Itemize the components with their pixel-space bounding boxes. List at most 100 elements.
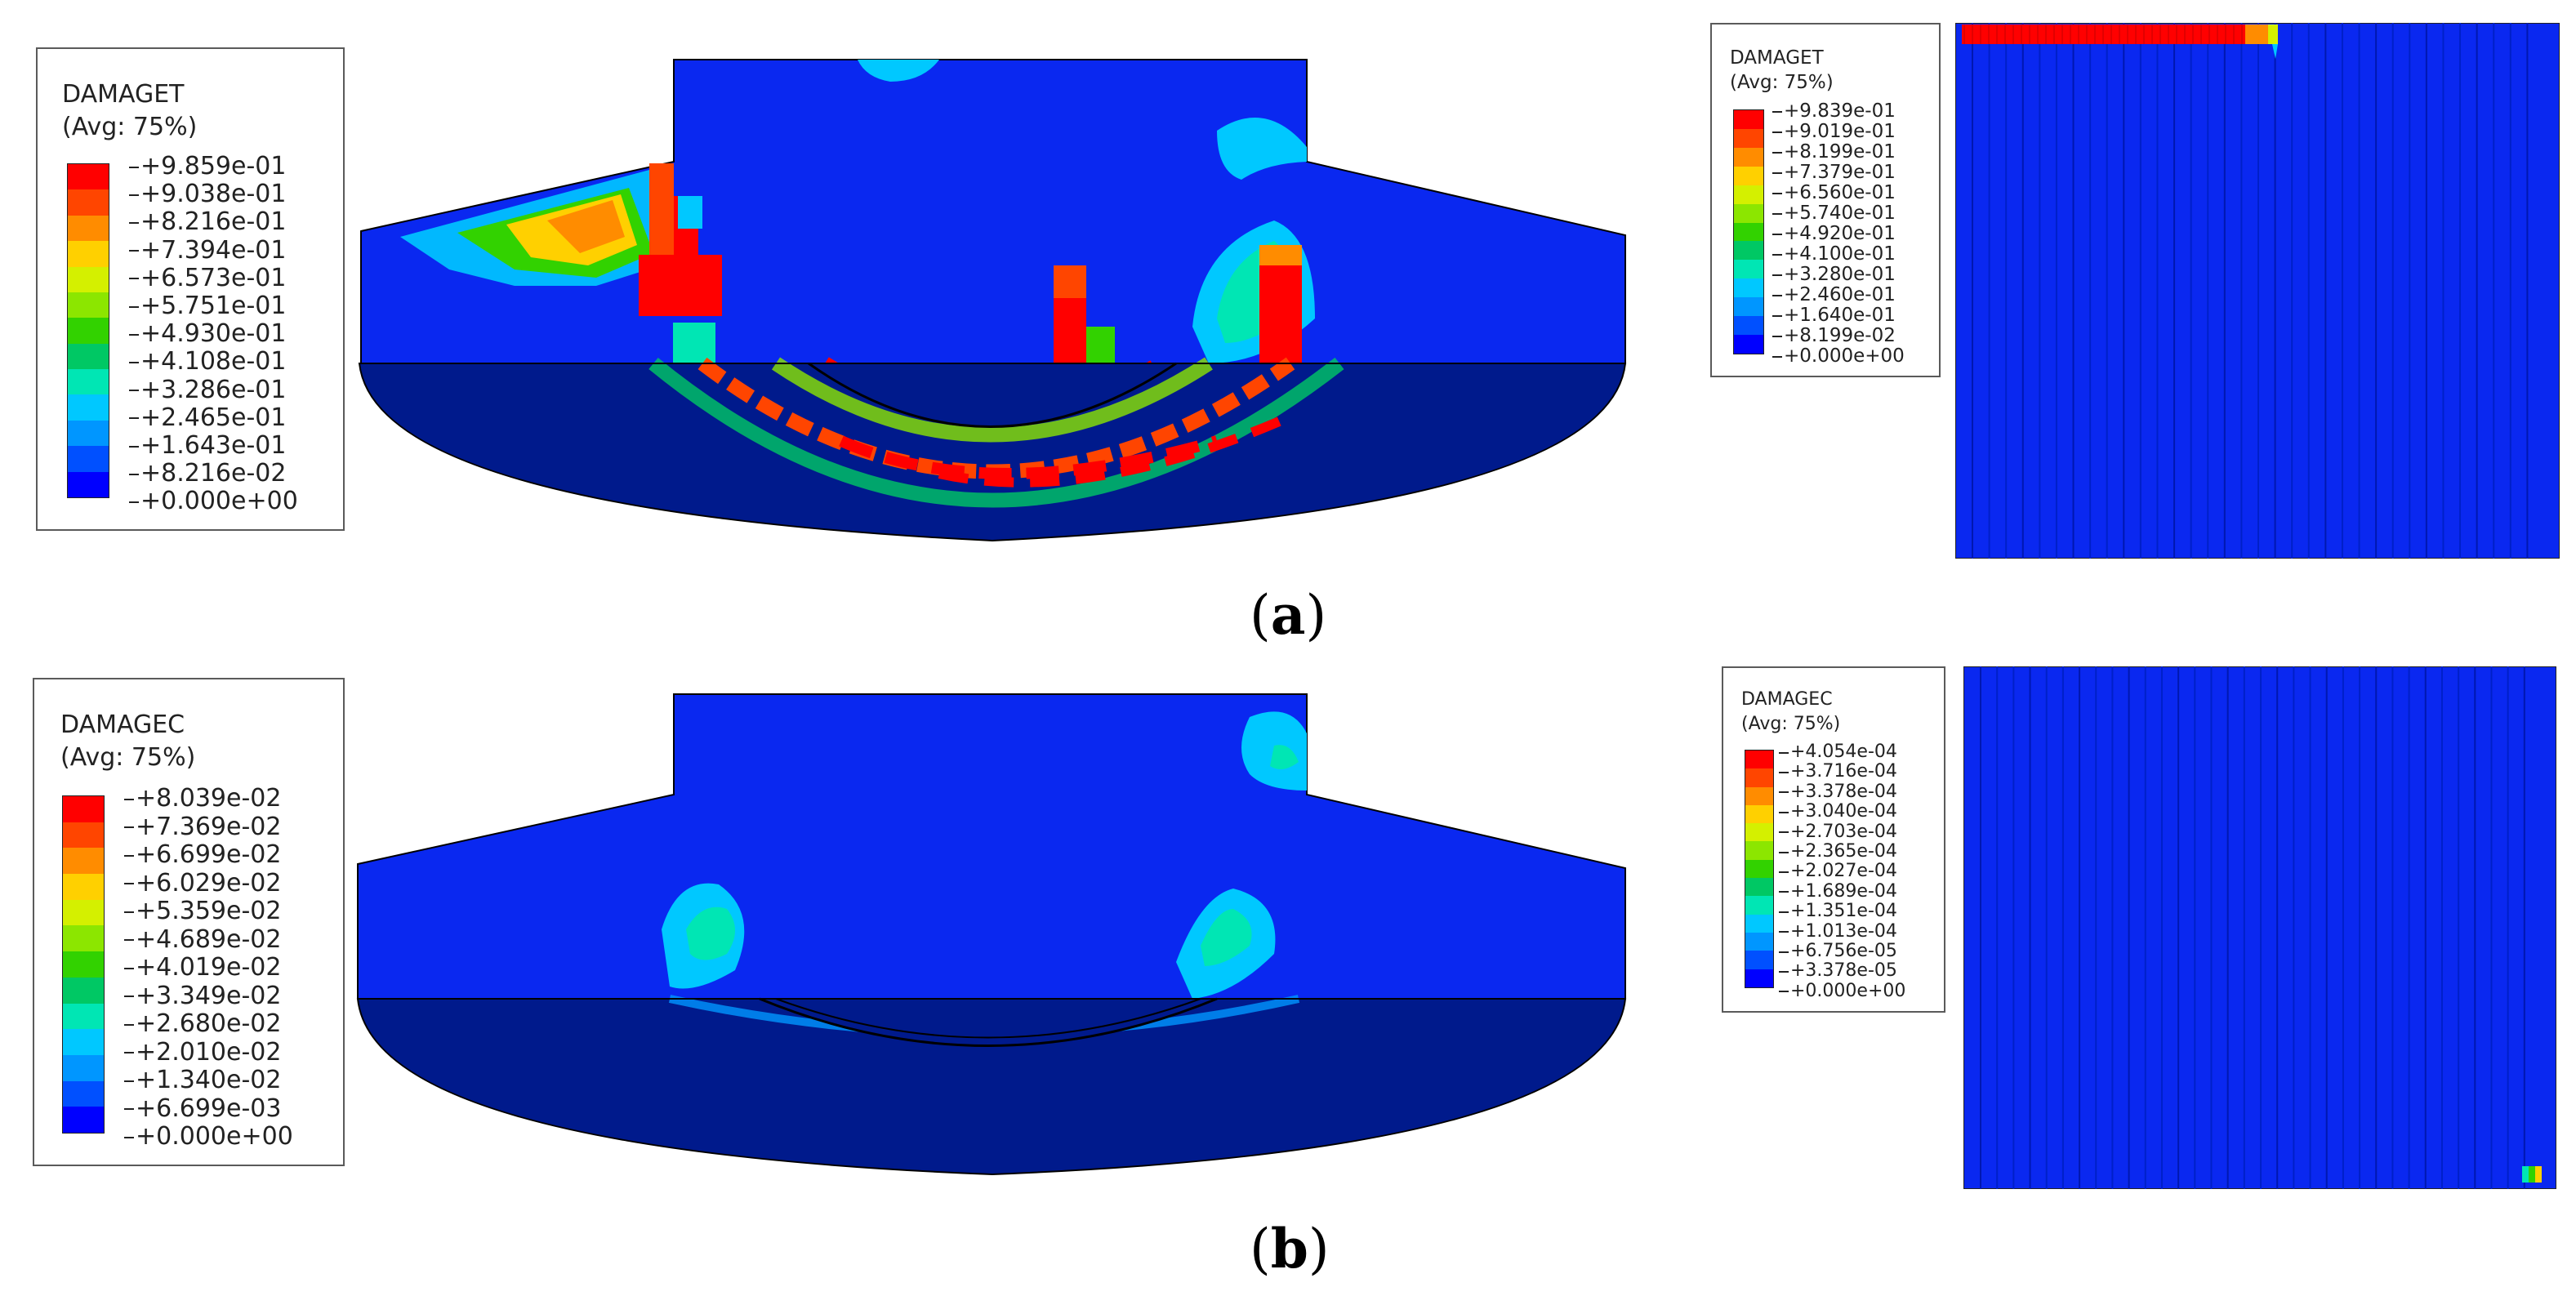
legend-title: DAMAGEC: [1741, 689, 1833, 710]
mesh-stripe: [1988, 23, 1990, 559]
mesh-stripe: [2144, 666, 2146, 1189]
legend-value: +6.699e-02: [123, 840, 282, 869]
legend-value: +1.340e-02: [123, 1066, 282, 1094]
legend-value: +6.699e-03: [123, 1094, 282, 1123]
legend-value: +3.040e-04: [1779, 801, 1897, 822]
legend-value: +4.100e-01: [1772, 243, 1896, 265]
legend-damagec-detail: DAMAGEC (Avg: 75%) +4.054e-04 +3.716e-04 +…: [1722, 666, 1945, 1013]
legend-value: +3.378e-04: [1779, 781, 1897, 802]
mesh-stripe: [2324, 23, 2327, 559]
mesh-stripe: [2307, 23, 2310, 559]
legend-swatch: [63, 848, 104, 875]
mesh-stripe: [2408, 666, 2410, 1189]
mesh-stripe: [2055, 23, 2057, 559]
legend-value: +3.286e-01: [128, 375, 287, 404]
legend-swatch: [1734, 166, 1763, 185]
legend-swatch: [63, 796, 104, 822]
legend-value: +2.703e-04: [1779, 821, 1897, 842]
legend-value: +0.000e+00: [129, 487, 298, 516]
mesh-stripe: [2276, 666, 2279, 1189]
mesh-stripe: [2128, 666, 2130, 1189]
mesh-stripe: [2039, 23, 2041, 559]
base-disk: [356, 998, 1627, 1176]
legend-swatch: [63, 899, 104, 926]
legend-subtitle: (Avg: 75%): [60, 743, 196, 772]
legend-swatch: [68, 369, 109, 395]
legend-value: +9.038e-01: [128, 180, 287, 209]
mesh-stripe: [2106, 23, 2108, 559]
legend-swatch: [68, 215, 109, 242]
mesh-stripe: [2409, 23, 2411, 559]
mesh-stripe: [2021, 23, 2024, 559]
legend-swatch: [1745, 841, 1773, 860]
legend-value: +6.573e-01: [128, 263, 287, 292]
mesh-stripe: [2526, 23, 2529, 559]
legend-swatch: [1734, 203, 1763, 223]
mesh-stripe: [2459, 23, 2462, 559]
mesh-stripe: [1996, 666, 1999, 1189]
legend-swatch: [68, 318, 109, 344]
legend-value: +5.751e-01: [128, 292, 287, 320]
legend-color-bar: [67, 163, 109, 498]
mesh-stripe: [2442, 23, 2445, 559]
mesh-stripe: [2079, 666, 2081, 1189]
legend-swatch: [1734, 241, 1763, 261]
mesh-stripe: [2045, 666, 2048, 1189]
legend-value: +5.359e-02: [123, 897, 282, 925]
legend-value: +6.560e-01: [1772, 182, 1896, 203]
legend-swatch: [63, 822, 104, 849]
legend-value: +0.000e+00: [124, 1122, 293, 1151]
legend-subtitle: (Avg: 75%): [1741, 714, 1841, 734]
legend-value: +3.280e-01: [1772, 264, 1896, 285]
upper-slab: [357, 693, 1626, 1000]
mesh-stripe: [2309, 666, 2311, 1189]
legend-swatch: [1745, 751, 1773, 769]
legend-swatch: [1734, 278, 1763, 298]
legend-value: +8.199e-02: [1772, 325, 1896, 346]
mesh-stripe: [2293, 666, 2295, 1189]
legend-color-bar: [1745, 750, 1774, 988]
legend-value: +2.680e-02: [123, 1009, 282, 1038]
mesh-stripe: [2194, 666, 2196, 1189]
legend-swatch: [1745, 768, 1773, 787]
legend-swatch: [63, 1107, 104, 1133]
mesh-stripe: [2240, 23, 2243, 559]
mesh-stripe: [2325, 666, 2328, 1189]
mesh-stripe: [2375, 23, 2378, 559]
legend-color-bar: [1733, 109, 1764, 354]
mesh-stripe: [2458, 666, 2460, 1189]
legend-value: +4.019e-02: [123, 953, 282, 982]
legend-value: +2.465e-01: [128, 403, 287, 432]
mesh-stripe: [2507, 666, 2509, 1189]
legend-value: +7.394e-01: [128, 235, 287, 265]
mesh-stripe: [2226, 666, 2229, 1189]
legend-swatch: [68, 241, 109, 267]
legend-swatch: [1745, 859, 1773, 879]
legend-value: +3.349e-02: [123, 981, 282, 1010]
mesh-stripe: [2123, 23, 2125, 559]
mesh-stripe: [1980, 666, 1981, 1189]
fem-contour-damaget-main: [358, 59, 1627, 542]
legend-value: +1.689e-04: [1779, 880, 1897, 902]
mesh-stripe: [2160, 666, 2163, 1189]
legend-value: +3.378e-05: [1779, 960, 1897, 982]
mesh-stripe: [2223, 23, 2226, 559]
legend-value: +2.460e-01: [1772, 284, 1896, 305]
legend-title: DAMAGET: [1730, 47, 1824, 69]
legend-value: +1.351e-04: [1779, 901, 1897, 922]
mesh-stripe: [2173, 23, 2176, 559]
legend-swatch: [68, 164, 109, 190]
legend-damaget-main: DAMAGET (Avg: 75%) +9.859e-01 +9.038e-01 +…: [36, 47, 345, 531]
mesh-stripe: [2476, 23, 2478, 559]
legend-swatch: [63, 1080, 104, 1107]
mesh-stripe: [2358, 23, 2360, 559]
legend-value: +4.108e-01: [128, 347, 287, 376]
mesh-stripe: [2291, 23, 2293, 559]
legend-value: +8.216e-01: [128, 207, 287, 237]
legend-swatch: [1734, 316, 1763, 336]
legend-subtitle: (Avg: 75%): [1730, 72, 1834, 93]
legend-swatch: [1745, 786, 1773, 805]
mesh-stripe: [2490, 666, 2493, 1189]
legend-value: +2.010e-02: [123, 1037, 282, 1067]
mesh-stripe: [2257, 23, 2259, 559]
